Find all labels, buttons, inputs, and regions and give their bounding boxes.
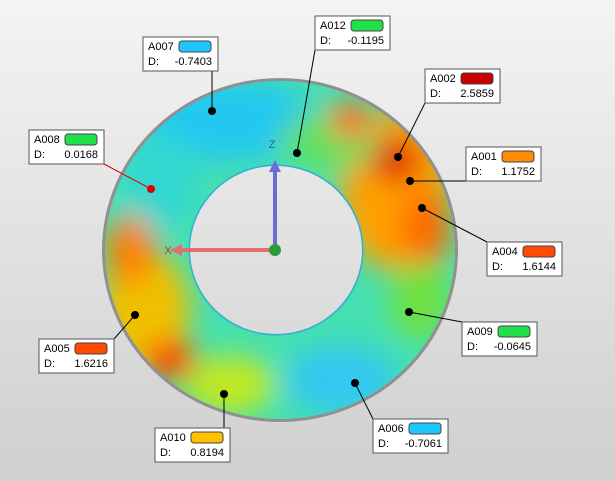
deviation-label: D: [378, 438, 389, 450]
deviation-label: D: [471, 166, 482, 178]
point-id: A005 [44, 343, 70, 355]
leader-line [397, 102, 426, 158]
point [208, 107, 216, 115]
deviation-value: 2.5859 [460, 88, 494, 100]
deviation-value: -0.1195 [348, 35, 385, 47]
point [406, 177, 414, 185]
axis-triad: Z X [164, 139, 281, 257]
leader-line [296, 49, 316, 154]
deviation-value: 1.6144 [522, 261, 556, 273]
deviation-label: D: [320, 35, 331, 47]
callout: A009 D: -0.0645 [405, 308, 538, 357]
callout: A001 D: 1.1752 [406, 146, 542, 185]
deviation-label: D: [44, 358, 55, 370]
deviation-value: -0.7403 [175, 56, 212, 68]
callout: A002 D: 2.5859 [394, 68, 501, 161]
point-id: A007 [148, 41, 174, 53]
point [147, 185, 155, 193]
color-swatch [74, 342, 108, 355]
leader-line [408, 311, 463, 323]
origin [269, 244, 281, 256]
point-id: A010 [160, 432, 186, 444]
point-id: A012 [320, 20, 346, 32]
point-id: A009 [467, 326, 493, 338]
point-id: A004 [492, 246, 518, 258]
deviation-label: D: [160, 447, 171, 459]
deviation-value: 1.6216 [74, 358, 108, 370]
color-swatch [64, 133, 98, 146]
x-label: X [164, 245, 172, 257]
point [418, 204, 426, 212]
callout: A005 D: 1.6216 [38, 311, 139, 374]
point-id: A008 [34, 134, 60, 146]
point-id: A006 [378, 423, 404, 435]
point [405, 308, 413, 316]
callout: A012 D: -0.1195 [293, 15, 391, 157]
color-swatch [497, 325, 531, 338]
deviation-value: 0.0168 [64, 149, 98, 161]
color-swatch [501, 150, 535, 163]
deviation-label: D: [430, 88, 441, 100]
z-label: Z [269, 139, 276, 151]
leader-line [103, 163, 152, 190]
point [394, 153, 402, 161]
point-id: A001 [471, 151, 497, 163]
point [131, 311, 139, 319]
callout: A004 D: 1.6144 [418, 204, 563, 277]
callout: A007 D: -0.7403 [142, 36, 219, 115]
deviation-label: D: [34, 149, 45, 161]
color-swatch [522, 245, 556, 258]
callout: A008 D: 0.0168 [28, 129, 155, 193]
point-id: A002 [430, 73, 456, 85]
deviation-label: D: [148, 56, 159, 68]
leader-line [421, 207, 488, 243]
z-arrow [269, 160, 281, 172]
deviation-value: 1.1752 [501, 166, 535, 178]
leader-line [113, 314, 136, 340]
color-swatch [460, 72, 494, 85]
deviation-value: -0.0645 [494, 341, 531, 353]
color-swatch [190, 431, 224, 444]
color-swatch [178, 40, 212, 53]
callout: A006 D: -0.7061 [351, 379, 449, 454]
deviation-label: D: [467, 341, 478, 353]
leader-line [354, 382, 374, 420]
point [220, 390, 228, 398]
x-arrow [170, 244, 182, 256]
deviation-value: 0.8194 [190, 447, 224, 459]
callout: A010 D: 0.8194 [154, 390, 231, 463]
color-swatch [408, 422, 442, 435]
deviation-value: -0.7061 [405, 438, 442, 450]
point [351, 379, 359, 387]
color-swatch [350, 19, 384, 32]
point [293, 149, 301, 157]
deviation-label: D: [492, 261, 503, 273]
